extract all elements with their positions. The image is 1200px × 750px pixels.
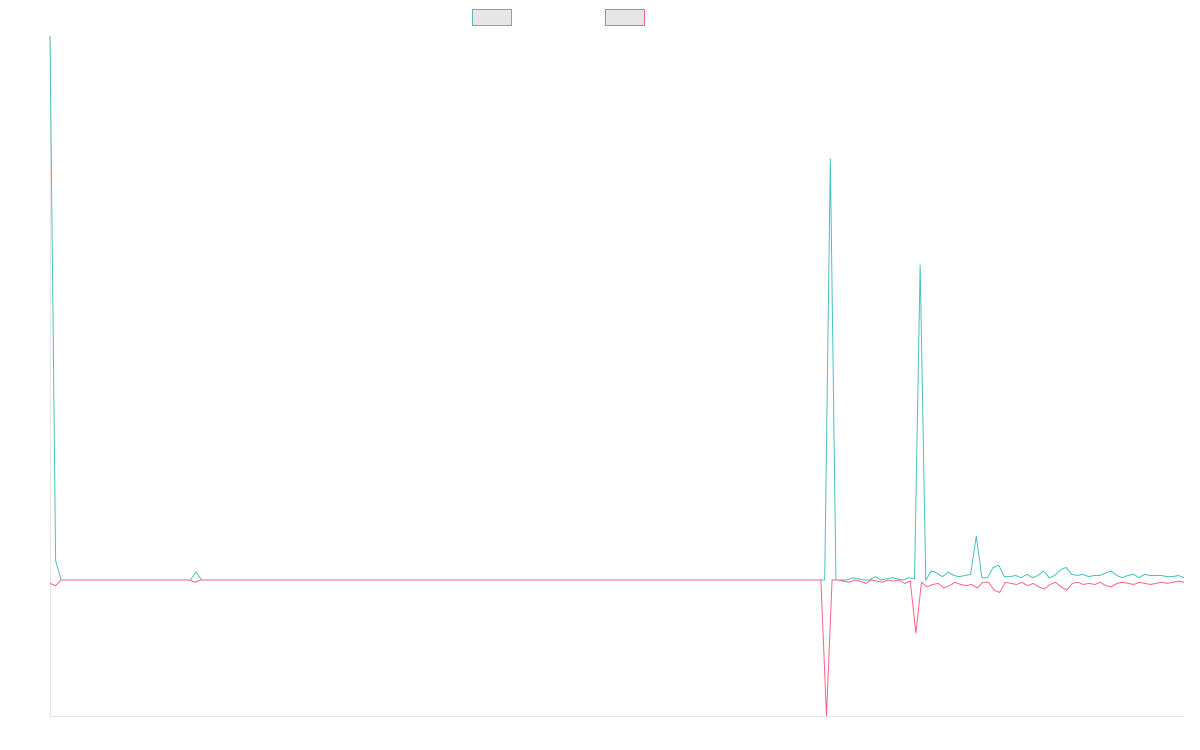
legend-swatch-series-2 — [605, 9, 645, 26]
series-1-line — [49, 35, 1185, 582]
legend-swatch-series-1 — [472, 9, 512, 26]
series-2-line — [49, 579, 1185, 717]
